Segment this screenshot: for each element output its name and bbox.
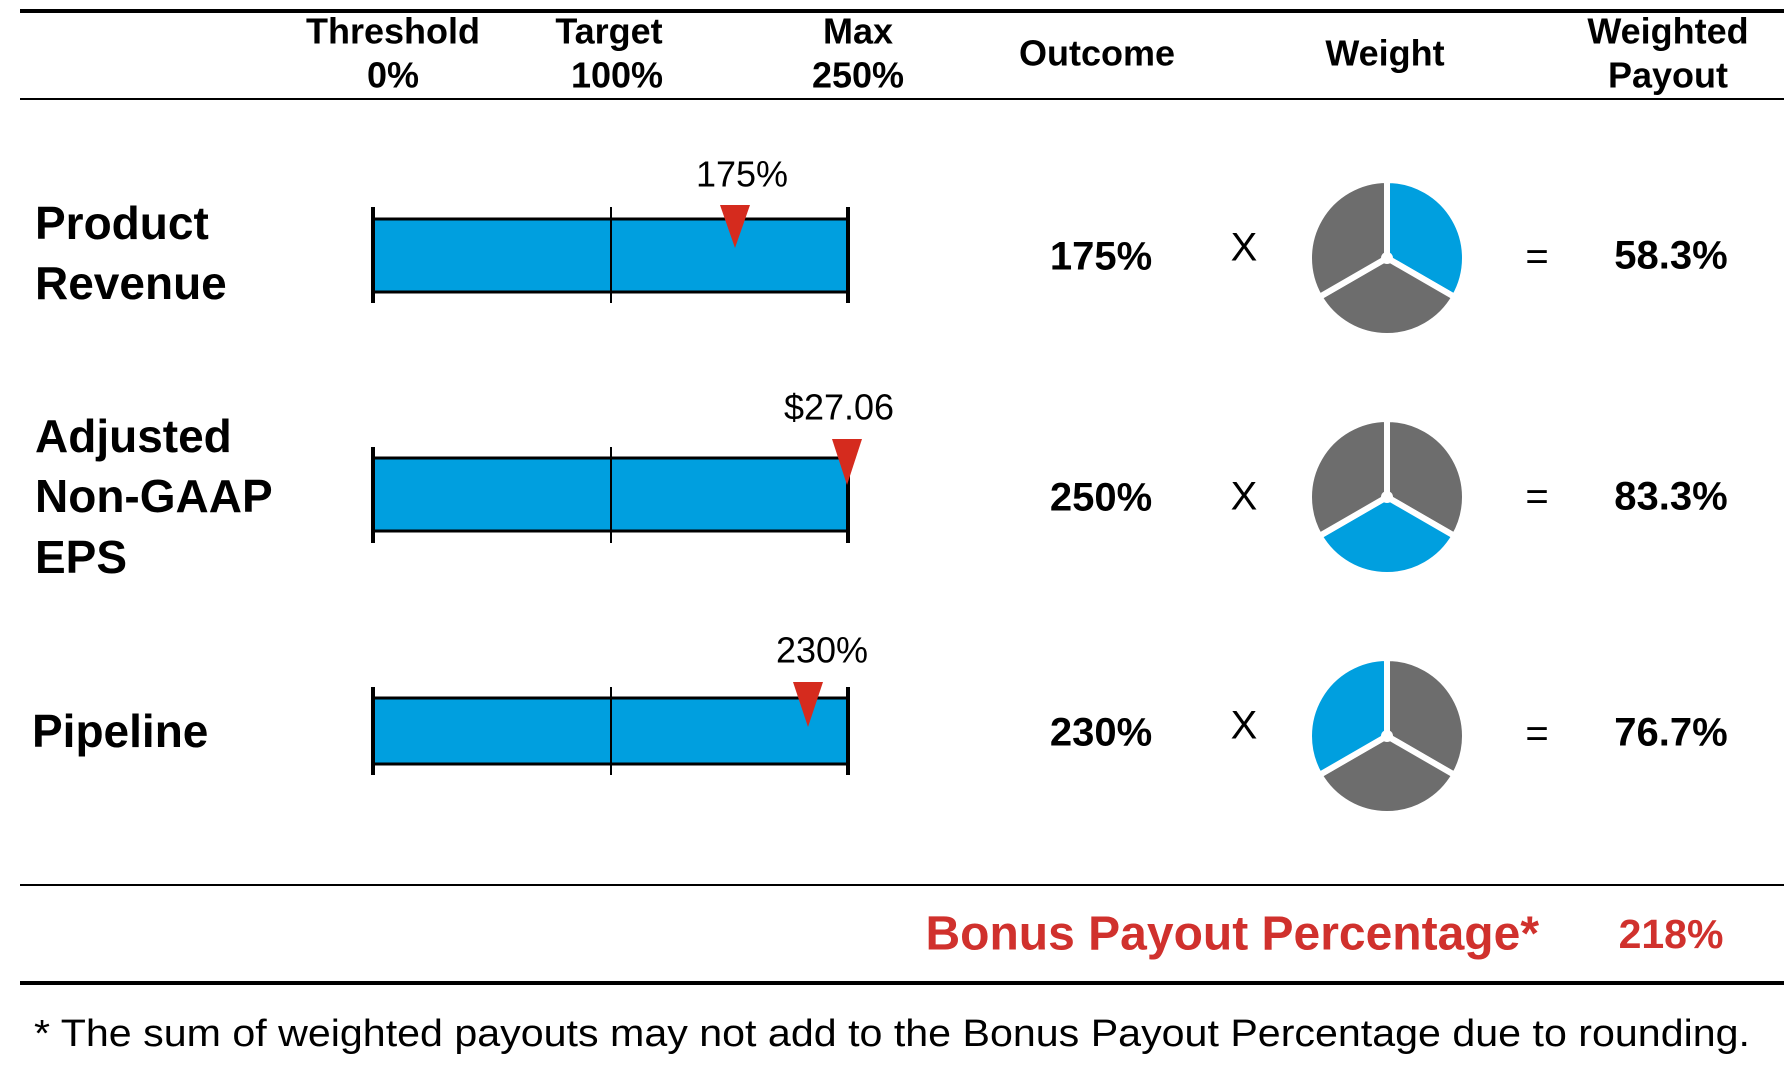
weighted-payout: 58.3%: [1614, 234, 1727, 278]
marker: [793, 682, 823, 727]
header-threshold: Threshold: [306, 11, 480, 52]
marker: [720, 205, 750, 248]
operator: X: [1231, 226, 1258, 270]
header-max: Max: [823, 11, 893, 52]
weight-pie: [1306, 415, 1468, 578]
header-max-value: 250%: [812, 55, 904, 96]
total-label: Bonus Payout Percentage*: [926, 908, 1540, 961]
equals: =: [1525, 712, 1548, 756]
equals: =: [1525, 235, 1548, 279]
marker-label: 230%: [776, 630, 868, 671]
header-weight: Weight: [1325, 33, 1444, 74]
row-name: Product: [35, 197, 209, 249]
outcome: 175%: [1050, 235, 1152, 279]
header-outcome: Outcome: [1019, 33, 1175, 74]
marker-label: $27.06: [784, 387, 894, 428]
header-weighted-payout: Payout: [1608, 55, 1728, 96]
operator: X: [1231, 475, 1258, 519]
total-value: 218%: [1619, 911, 1724, 957]
weight-pie: [1306, 654, 1468, 817]
equals: =: [1525, 475, 1548, 519]
header-target: Target: [555, 11, 662, 52]
footnote: * The sum of weighted payouts may not ad…: [34, 1013, 1750, 1055]
outcome: 230%: [1050, 711, 1152, 755]
weighted-payout: 83.3%: [1614, 475, 1727, 519]
row-name: Revenue: [35, 257, 227, 309]
header-threshold-value: 0%: [367, 55, 419, 96]
header-target-value: 100%: [571, 55, 663, 96]
row-name: Pipeline: [32, 705, 208, 757]
header-weighted-payout: Weighted: [1587, 11, 1748, 52]
marker-label: 175%: [696, 154, 788, 195]
row-name: EPS: [35, 531, 127, 583]
weighted-payout: 76.7%: [1614, 711, 1727, 755]
row-name: Adjusted: [35, 410, 232, 462]
row-name: Non-GAAP: [35, 470, 273, 522]
operator: X: [1231, 704, 1258, 748]
outcome: 250%: [1050, 476, 1152, 520]
marker: [832, 439, 862, 485]
weight-pie: [1306, 176, 1468, 339]
